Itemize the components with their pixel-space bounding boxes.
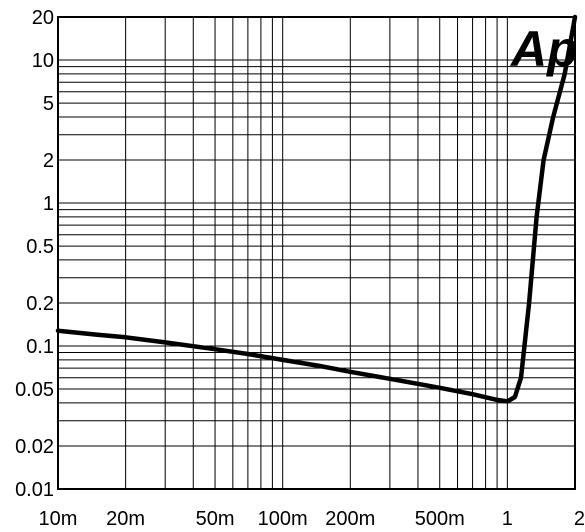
grid	[58, 17, 575, 489]
y-tick-label: 5	[43, 93, 54, 115]
x-tick-label: 200m	[325, 508, 375, 530]
x-tick-label: 20m	[106, 508, 145, 530]
y-tick-label: 1	[43, 193, 54, 215]
ap-logo: Ap	[509, 21, 578, 77]
plot-frame	[57, 16, 576, 490]
x-tick-label: 500m	[415, 508, 465, 530]
x-tick-label: 1	[502, 508, 513, 530]
x-tick-label: 100m	[258, 508, 308, 530]
x-tick-label: 2	[574, 508, 585, 530]
series-line	[55, 14, 578, 404]
y-tick-label: 2	[43, 150, 54, 172]
y-tick-label: 0.5	[26, 236, 54, 258]
y-tick-label: 0.05	[15, 379, 54, 401]
y-tick-label: 0.01	[15, 479, 54, 501]
x-tick-label: 50m	[196, 508, 235, 530]
x-tick-label: 10m	[39, 508, 78, 530]
y-tick-label: 20	[32, 7, 54, 29]
tick-labels: 0.01 0.02 0.05 0.1 0.2 0.5 1 2 5 10 20 10m 20m 50m 100…	[15, 7, 585, 530]
logo-text: Ap	[509, 21, 578, 77]
y-tick-label: 0.1	[26, 336, 54, 358]
y-tick-label: 10	[32, 50, 54, 72]
y-tick-label: 0.02	[15, 436, 54, 458]
y-tick-label: 0.2	[26, 293, 54, 315]
